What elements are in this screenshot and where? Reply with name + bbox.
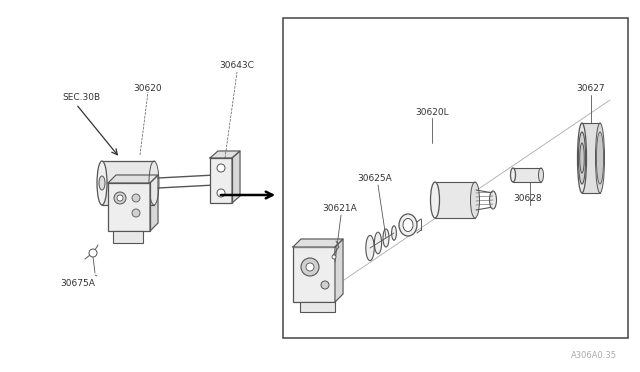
Circle shape: [217, 164, 225, 172]
Ellipse shape: [577, 123, 586, 193]
Circle shape: [332, 255, 336, 259]
Ellipse shape: [383, 229, 389, 247]
Circle shape: [306, 263, 314, 271]
Ellipse shape: [399, 214, 417, 236]
Bar: [582, 123, 600, 193]
Ellipse shape: [431, 182, 440, 218]
Bar: [293, 247, 335, 302]
Bar: [300, 302, 335, 312]
Text: 30621A: 30621A: [323, 203, 357, 212]
Text: 30675A: 30675A: [61, 279, 95, 288]
Ellipse shape: [97, 161, 107, 205]
Polygon shape: [150, 175, 158, 231]
Circle shape: [89, 249, 97, 257]
Bar: [210, 158, 232, 203]
Text: 30643C: 30643C: [220, 61, 255, 70]
Circle shape: [132, 209, 140, 217]
Ellipse shape: [490, 191, 497, 209]
Ellipse shape: [99, 176, 105, 190]
Bar: [435, 182, 475, 218]
Ellipse shape: [580, 143, 584, 173]
Circle shape: [117, 195, 123, 201]
Ellipse shape: [579, 132, 586, 184]
Polygon shape: [293, 239, 343, 247]
Bar: [113, 231, 143, 243]
Polygon shape: [210, 151, 240, 158]
Ellipse shape: [595, 123, 605, 193]
Ellipse shape: [149, 161, 159, 205]
Text: SEC.30B: SEC.30B: [62, 93, 100, 102]
Text: 30620L: 30620L: [415, 108, 449, 116]
Text: A306A0.35: A306A0.35: [571, 352, 617, 360]
Polygon shape: [335, 239, 343, 302]
Ellipse shape: [596, 132, 604, 184]
Text: 30620: 30620: [134, 83, 163, 93]
Ellipse shape: [511, 168, 515, 182]
Circle shape: [321, 281, 329, 289]
Ellipse shape: [392, 226, 396, 240]
Bar: [283, 18, 628, 338]
Bar: [513, 168, 541, 182]
Ellipse shape: [538, 168, 543, 182]
Circle shape: [114, 192, 126, 204]
Text: 30627: 30627: [577, 83, 605, 93]
Polygon shape: [108, 175, 158, 183]
Text: 30625A: 30625A: [358, 173, 392, 183]
Bar: [108, 183, 150, 231]
Ellipse shape: [470, 182, 479, 218]
Circle shape: [132, 194, 140, 202]
Ellipse shape: [366, 235, 374, 261]
Circle shape: [301, 258, 319, 276]
Polygon shape: [232, 151, 240, 203]
Ellipse shape: [374, 232, 381, 254]
Bar: [102, 161, 154, 205]
Circle shape: [217, 189, 225, 197]
Ellipse shape: [403, 218, 413, 231]
Text: 30628: 30628: [514, 193, 542, 202]
